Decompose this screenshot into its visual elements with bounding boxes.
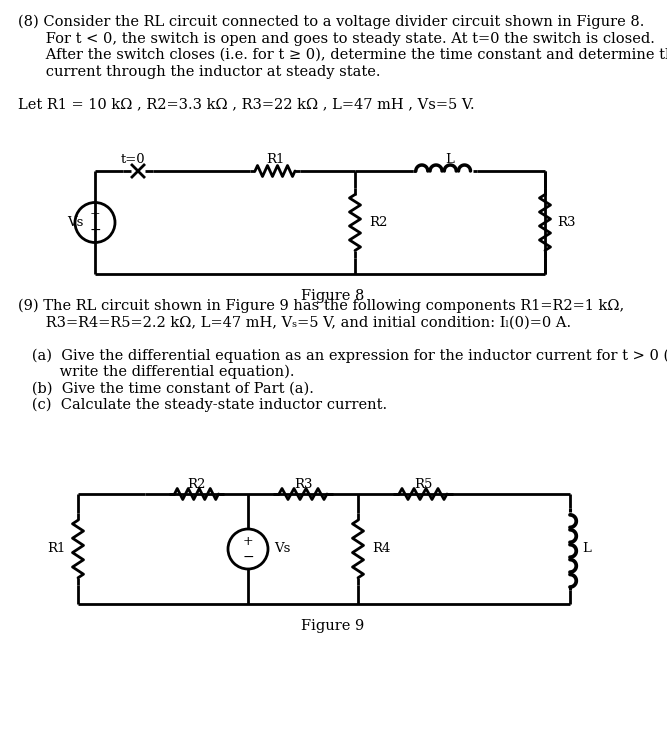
Text: write the differential equation).: write the differential equation). <box>18 365 295 379</box>
Text: R1: R1 <box>266 153 284 166</box>
Text: (a)  Give the differential equation as an expression for the inductor current fo: (a) Give the differential equation as an… <box>18 348 667 363</box>
Text: +: + <box>243 535 253 548</box>
Text: +: + <box>89 208 100 222</box>
Text: current through the inductor at steady state.: current through the inductor at steady s… <box>18 64 380 79</box>
Text: Let R1 = 10 kΩ , R2=3.3 kΩ , R3=22 kΩ , L=47 mH , Vs=5 V.: Let R1 = 10 kΩ , R2=3.3 kΩ , R3=22 kΩ , … <box>18 98 475 112</box>
Text: R3=R4=R5=2.2 kΩ, L=47 mH, Vₛ=5 V, and initial condition: Iₗ(0)=0 A.: R3=R4=R5=2.2 kΩ, L=47 mH, Vₛ=5 V, and in… <box>18 316 571 330</box>
Text: −: − <box>242 550 254 564</box>
Text: R3: R3 <box>293 478 312 491</box>
Text: R2: R2 <box>369 216 388 229</box>
Text: (8) Consider the RL circuit connected to a voltage divider circuit shown in Figu: (8) Consider the RL circuit connected to… <box>18 15 644 29</box>
Text: (b)  Give the time constant of Part (a).: (b) Give the time constant of Part (a). <box>18 381 314 396</box>
Text: t=0: t=0 <box>121 153 145 166</box>
Text: L: L <box>582 542 591 555</box>
Text: R4: R4 <box>372 542 390 555</box>
Text: For t < 0, the switch is open and goes to steady state. At t=0 the switch is clo: For t < 0, the switch is open and goes t… <box>18 31 655 45</box>
Text: R2: R2 <box>187 478 205 491</box>
Text: Figure 9: Figure 9 <box>301 619 365 633</box>
Text: R1: R1 <box>47 542 65 555</box>
Text: −: − <box>89 223 101 237</box>
Text: Vs: Vs <box>67 216 83 229</box>
Text: L: L <box>446 153 454 166</box>
Text: (9) The RL circuit shown in Figure 9 has the following components R1=R2=1 kΩ,: (9) The RL circuit shown in Figure 9 has… <box>18 299 624 313</box>
Text: R5: R5 <box>414 478 432 491</box>
Text: Vs: Vs <box>274 542 290 555</box>
Text: R3: R3 <box>557 216 576 229</box>
Text: After the switch closes (i.e. for t ≥ 0), determine the time constant and determ: After the switch closes (i.e. for t ≥ 0)… <box>18 48 667 62</box>
Text: Figure 8: Figure 8 <box>301 289 365 303</box>
Text: (c)  Calculate the steady-state inductor current.: (c) Calculate the steady-state inductor … <box>18 398 387 413</box>
